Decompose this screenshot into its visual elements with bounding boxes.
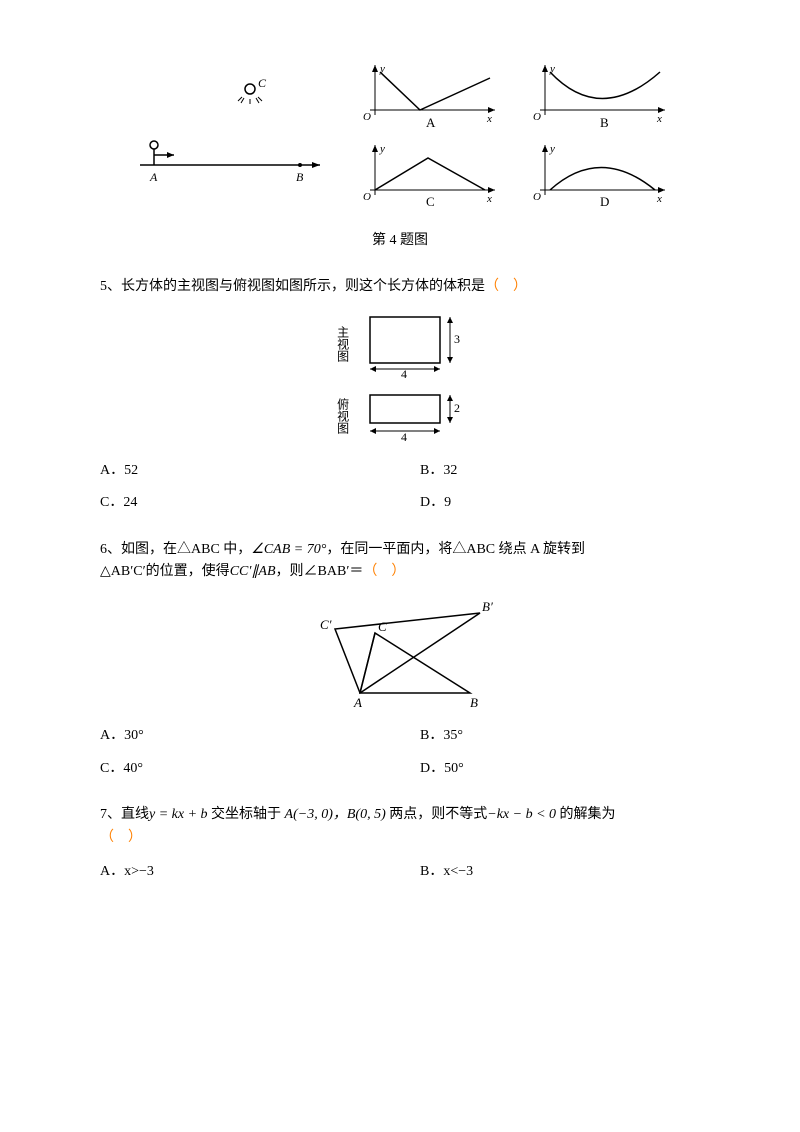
- q5-opt-D: D．9: [420, 492, 700, 514]
- q6-opt-D: D．50°: [420, 758, 700, 780]
- q5-stem: 5、长方体的主视图与俯视图如图所示，则这个长方体的体积是: [100, 279, 485, 294]
- top-view: 俯视图 2 4: [332, 389, 467, 444]
- q4-plot-grid: x y O A x y O B: [350, 60, 670, 210]
- svg-text:A: A: [426, 115, 436, 130]
- q6-opt-C: C．40°: [100, 758, 380, 780]
- q7-opt-B: B．x<−3: [420, 861, 700, 883]
- q4-figures: A B C x: [100, 60, 700, 210]
- q6-opt-A: A．30°: [100, 725, 380, 747]
- q5-options: A．52 B．32 C．24 D．9: [100, 460, 700, 515]
- plot-A: x y O A: [350, 60, 500, 130]
- svg-text:C: C: [378, 619, 387, 634]
- svg-text:4: 4: [401, 430, 407, 444]
- svg-text:B: B: [600, 115, 609, 130]
- svg-text:4: 4: [401, 367, 407, 379]
- svg-text:y: y: [379, 63, 385, 75]
- q6-opt-B: B．35°: [420, 725, 700, 747]
- label-C: C: [258, 76, 267, 90]
- q4-caption: 第 4 题图: [100, 230, 700, 252]
- svg-text:C′: C′: [320, 617, 332, 632]
- label-A: A: [149, 170, 158, 184]
- q5-views: 主视图 3 4 俯视图 2 4: [100, 309, 700, 444]
- plot-D: x y O D: [520, 140, 670, 210]
- svg-text:O: O: [363, 111, 371, 123]
- q5-opt-B: B．32: [420, 460, 700, 482]
- q7-blank: （ ）: [100, 830, 142, 845]
- q5-blank: （ ）: [485, 279, 527, 294]
- svg-text:x: x: [486, 113, 492, 125]
- q7-text: 7、直线y = kx + b 交坐标轴于 A(−3, 0)，B(0, 5) 两点…: [100, 804, 700, 849]
- top-label: 俯视图: [332, 398, 351, 434]
- q7-opt-A: A．x>−3: [100, 861, 380, 883]
- svg-text:O: O: [533, 191, 541, 203]
- plot-C: x y O C: [350, 140, 500, 210]
- front-view: 主视图 3 4: [332, 309, 467, 379]
- svg-text:y: y: [549, 143, 555, 155]
- svg-text:O: O: [533, 111, 541, 123]
- q6-figure: A B C C′ B′: [100, 593, 700, 713]
- q5-opt-C: C．24: [100, 492, 380, 514]
- svg-text:y: y: [379, 143, 385, 155]
- svg-text:A: A: [353, 695, 362, 710]
- svg-text:D: D: [600, 194, 609, 209]
- q5-text: 5、长方体的主视图与俯视图如图所示，则这个长方体的体积是（ ）: [100, 276, 700, 298]
- q6-text: 6、如图，在△ABC 中，∠CAB = 70°，在同一平面内，将△ABC 绕点 …: [100, 539, 700, 584]
- svg-text:B′: B′: [482, 599, 493, 614]
- svg-text:y: y: [549, 63, 555, 75]
- q6-options: A．30° B．35° C．40° D．50°: [100, 725, 700, 780]
- front-label: 主视图: [332, 326, 351, 362]
- svg-text:O: O: [363, 191, 371, 203]
- plot-B: x y O B: [520, 60, 670, 130]
- q6-blank: （ ）: [363, 564, 405, 579]
- q5-opt-A: A．52: [100, 460, 380, 482]
- q7-options: A．x>−3 B．x<−3: [100, 861, 700, 883]
- q4-left-diagram: A B C: [130, 65, 330, 205]
- svg-text:x: x: [656, 193, 662, 205]
- svg-text:x: x: [656, 113, 662, 125]
- svg-text:2: 2: [454, 401, 460, 415]
- label-B: B: [296, 170, 304, 184]
- svg-text:B: B: [470, 695, 478, 710]
- svg-text:3: 3: [454, 332, 460, 346]
- svg-text:x: x: [486, 193, 492, 205]
- svg-text:C: C: [426, 194, 435, 209]
